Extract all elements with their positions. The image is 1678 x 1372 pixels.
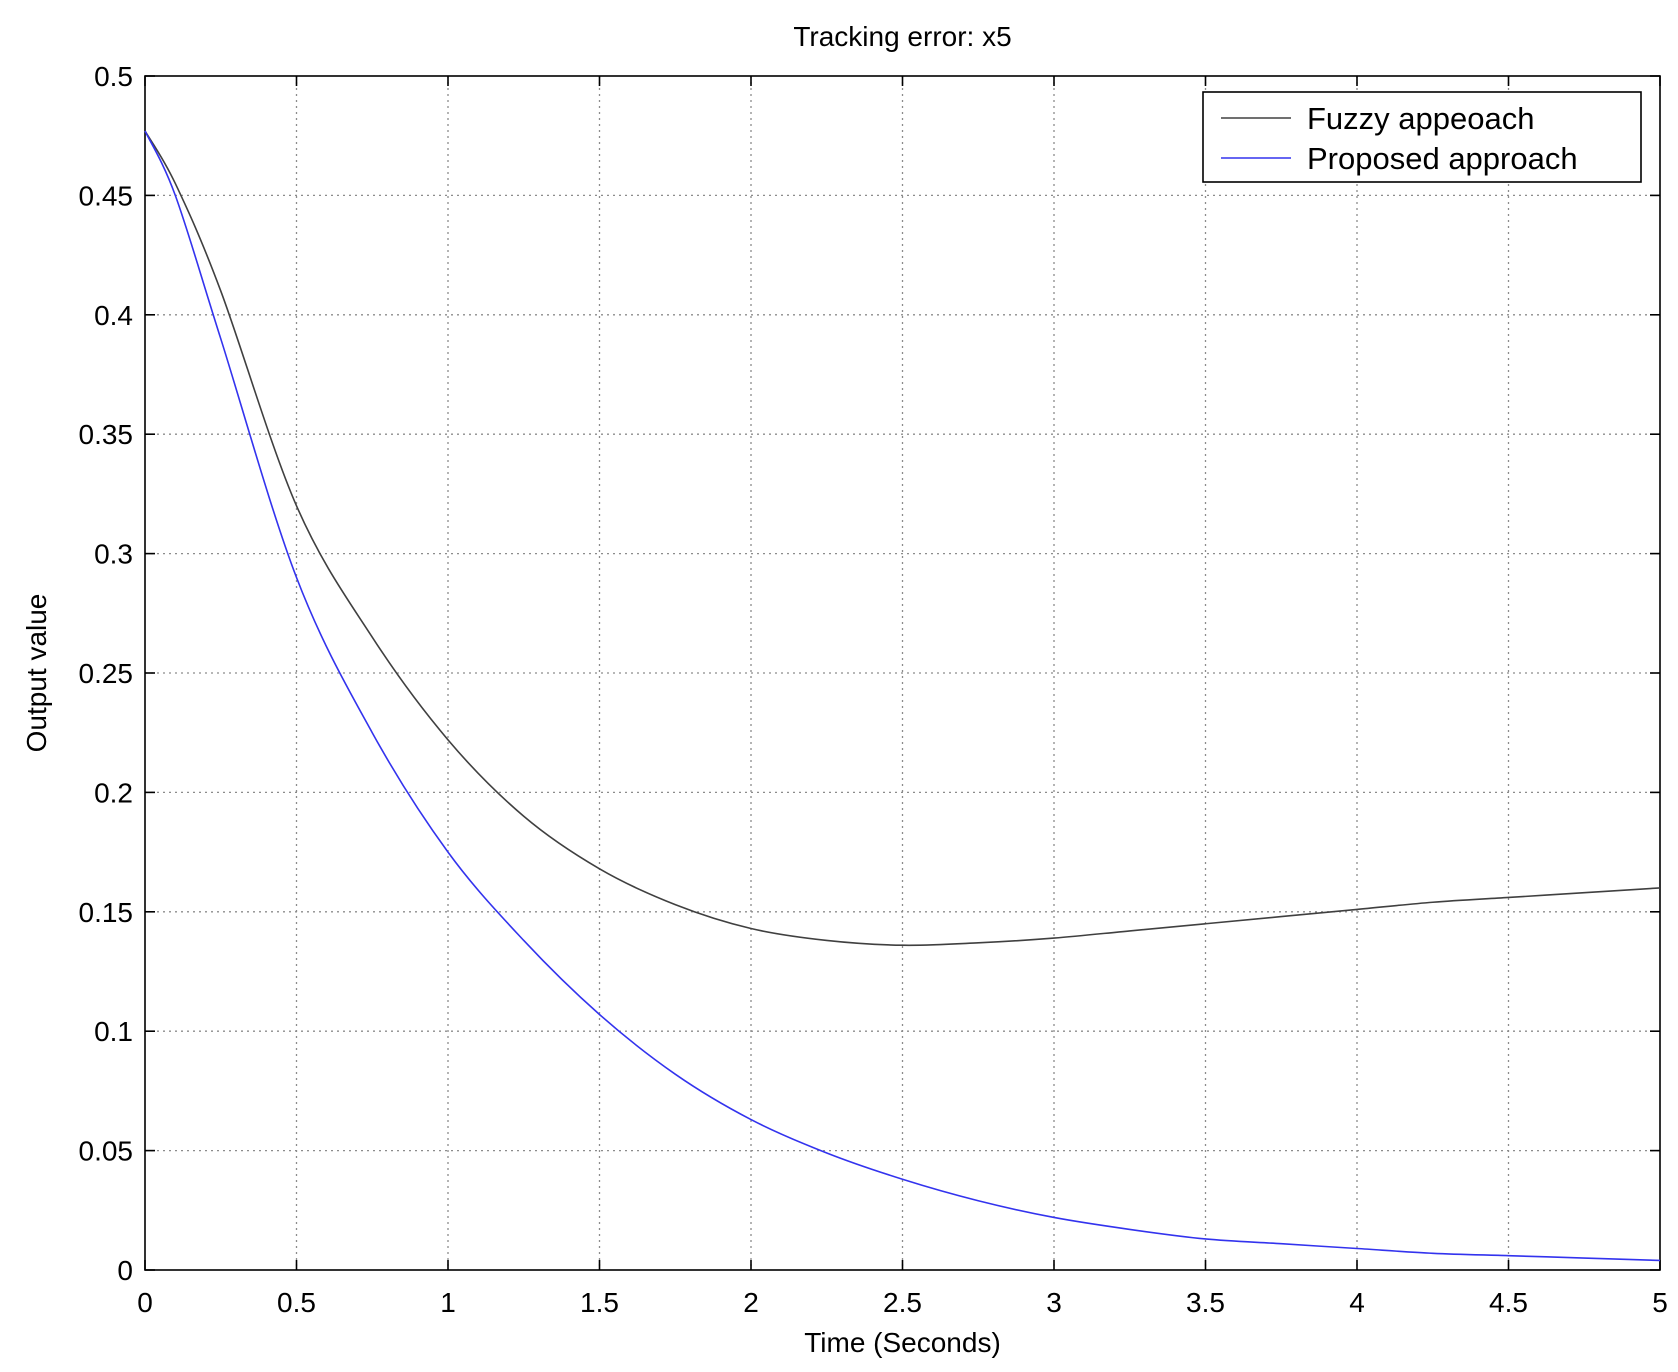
legend-label-1: Proposed approach [1307, 141, 1578, 176]
x-tick-label: 1 [440, 1287, 456, 1318]
legend-box [1202, 91, 1642, 183]
x-tick-label: 4 [1349, 1287, 1365, 1318]
y-tick-label: 0.2 [94, 777, 133, 808]
y-tick-label: 0.45 [79, 180, 134, 211]
x-axis-title: Time (Seconds) [804, 1327, 1001, 1358]
y-axis-title: Output value [21, 594, 52, 753]
series-line-0 [144, 130, 1661, 947]
y-tick-label: 0.15 [79, 897, 134, 928]
x-tick-label: 2 [743, 1287, 759, 1318]
x-tick-label: 3 [1046, 1287, 1062, 1318]
y-tick-label: 0.35 [79, 419, 134, 450]
x-tick-label: 1.5 [580, 1287, 619, 1318]
x-tick-label: 5 [1652, 1287, 1668, 1318]
y-tick-label: 0.5 [94, 61, 133, 92]
y-tick-label: 0.25 [79, 658, 134, 689]
legend: Fuzzy appeoach Proposed approach [1202, 91, 1642, 183]
series-line-1 [144, 130, 1661, 1262]
y-tick-label: 0.05 [79, 1136, 134, 1167]
x-tick-label: 4.5 [1489, 1287, 1528, 1318]
y-tick-label: 0.1 [94, 1016, 133, 1047]
y-tick-label: 0 [117, 1255, 133, 1286]
y-tick-label: 0.4 [94, 300, 133, 331]
x-tick-label: 3.5 [1186, 1287, 1225, 1318]
chart-title: Tracking error: x5 [793, 21, 1011, 52]
x-tick-label: 0.5 [277, 1287, 316, 1318]
x-tick-label: 0 [137, 1287, 153, 1318]
y-tick-label: 0.3 [94, 539, 133, 570]
axis-ticks: 0 0.5 1 1.5 2 2.5 3 3.5 4 4.5 5 0 0.05 0.1 0.15 0.2 0.25… [79, 61, 1668, 1318]
x-tick-label: 2.5 [883, 1287, 922, 1318]
series-lines [144, 130, 1661, 1262]
grid [145, 76, 1660, 1270]
legend-label-0: Fuzzy appeoach [1307, 101, 1534, 136]
